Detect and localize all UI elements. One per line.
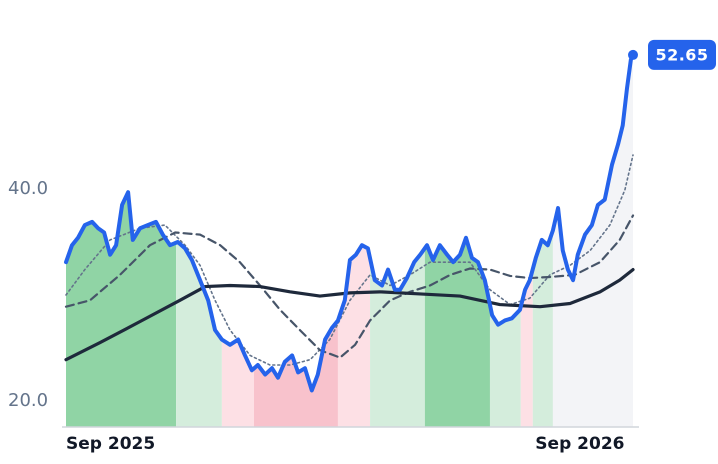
price-line bbox=[64, 52, 635, 393]
moving-average-line bbox=[65, 154, 634, 366]
x-tick-label: Sep 2025 bbox=[66, 434, 155, 454]
y-tick-label: 40.0 bbox=[8, 178, 48, 199]
band bbox=[254, 320, 338, 427]
band bbox=[520, 269, 533, 427]
moving-average-line bbox=[64, 214, 635, 359]
band bbox=[552, 54, 633, 427]
band bbox=[424, 237, 490, 427]
band bbox=[489, 304, 521, 427]
last-value-badge bbox=[648, 39, 716, 70]
band bbox=[532, 230, 553, 427]
moving-average-line bbox=[64, 267, 635, 362]
last-value-label: 52.65 bbox=[655, 45, 708, 64]
band bbox=[337, 245, 371, 427]
y-tick-label: 20.0 bbox=[8, 390, 48, 411]
x-tick-label: Sep 2026 bbox=[535, 434, 624, 454]
last-point bbox=[628, 49, 638, 60]
band bbox=[176, 242, 222, 427]
band bbox=[66, 192, 177, 427]
